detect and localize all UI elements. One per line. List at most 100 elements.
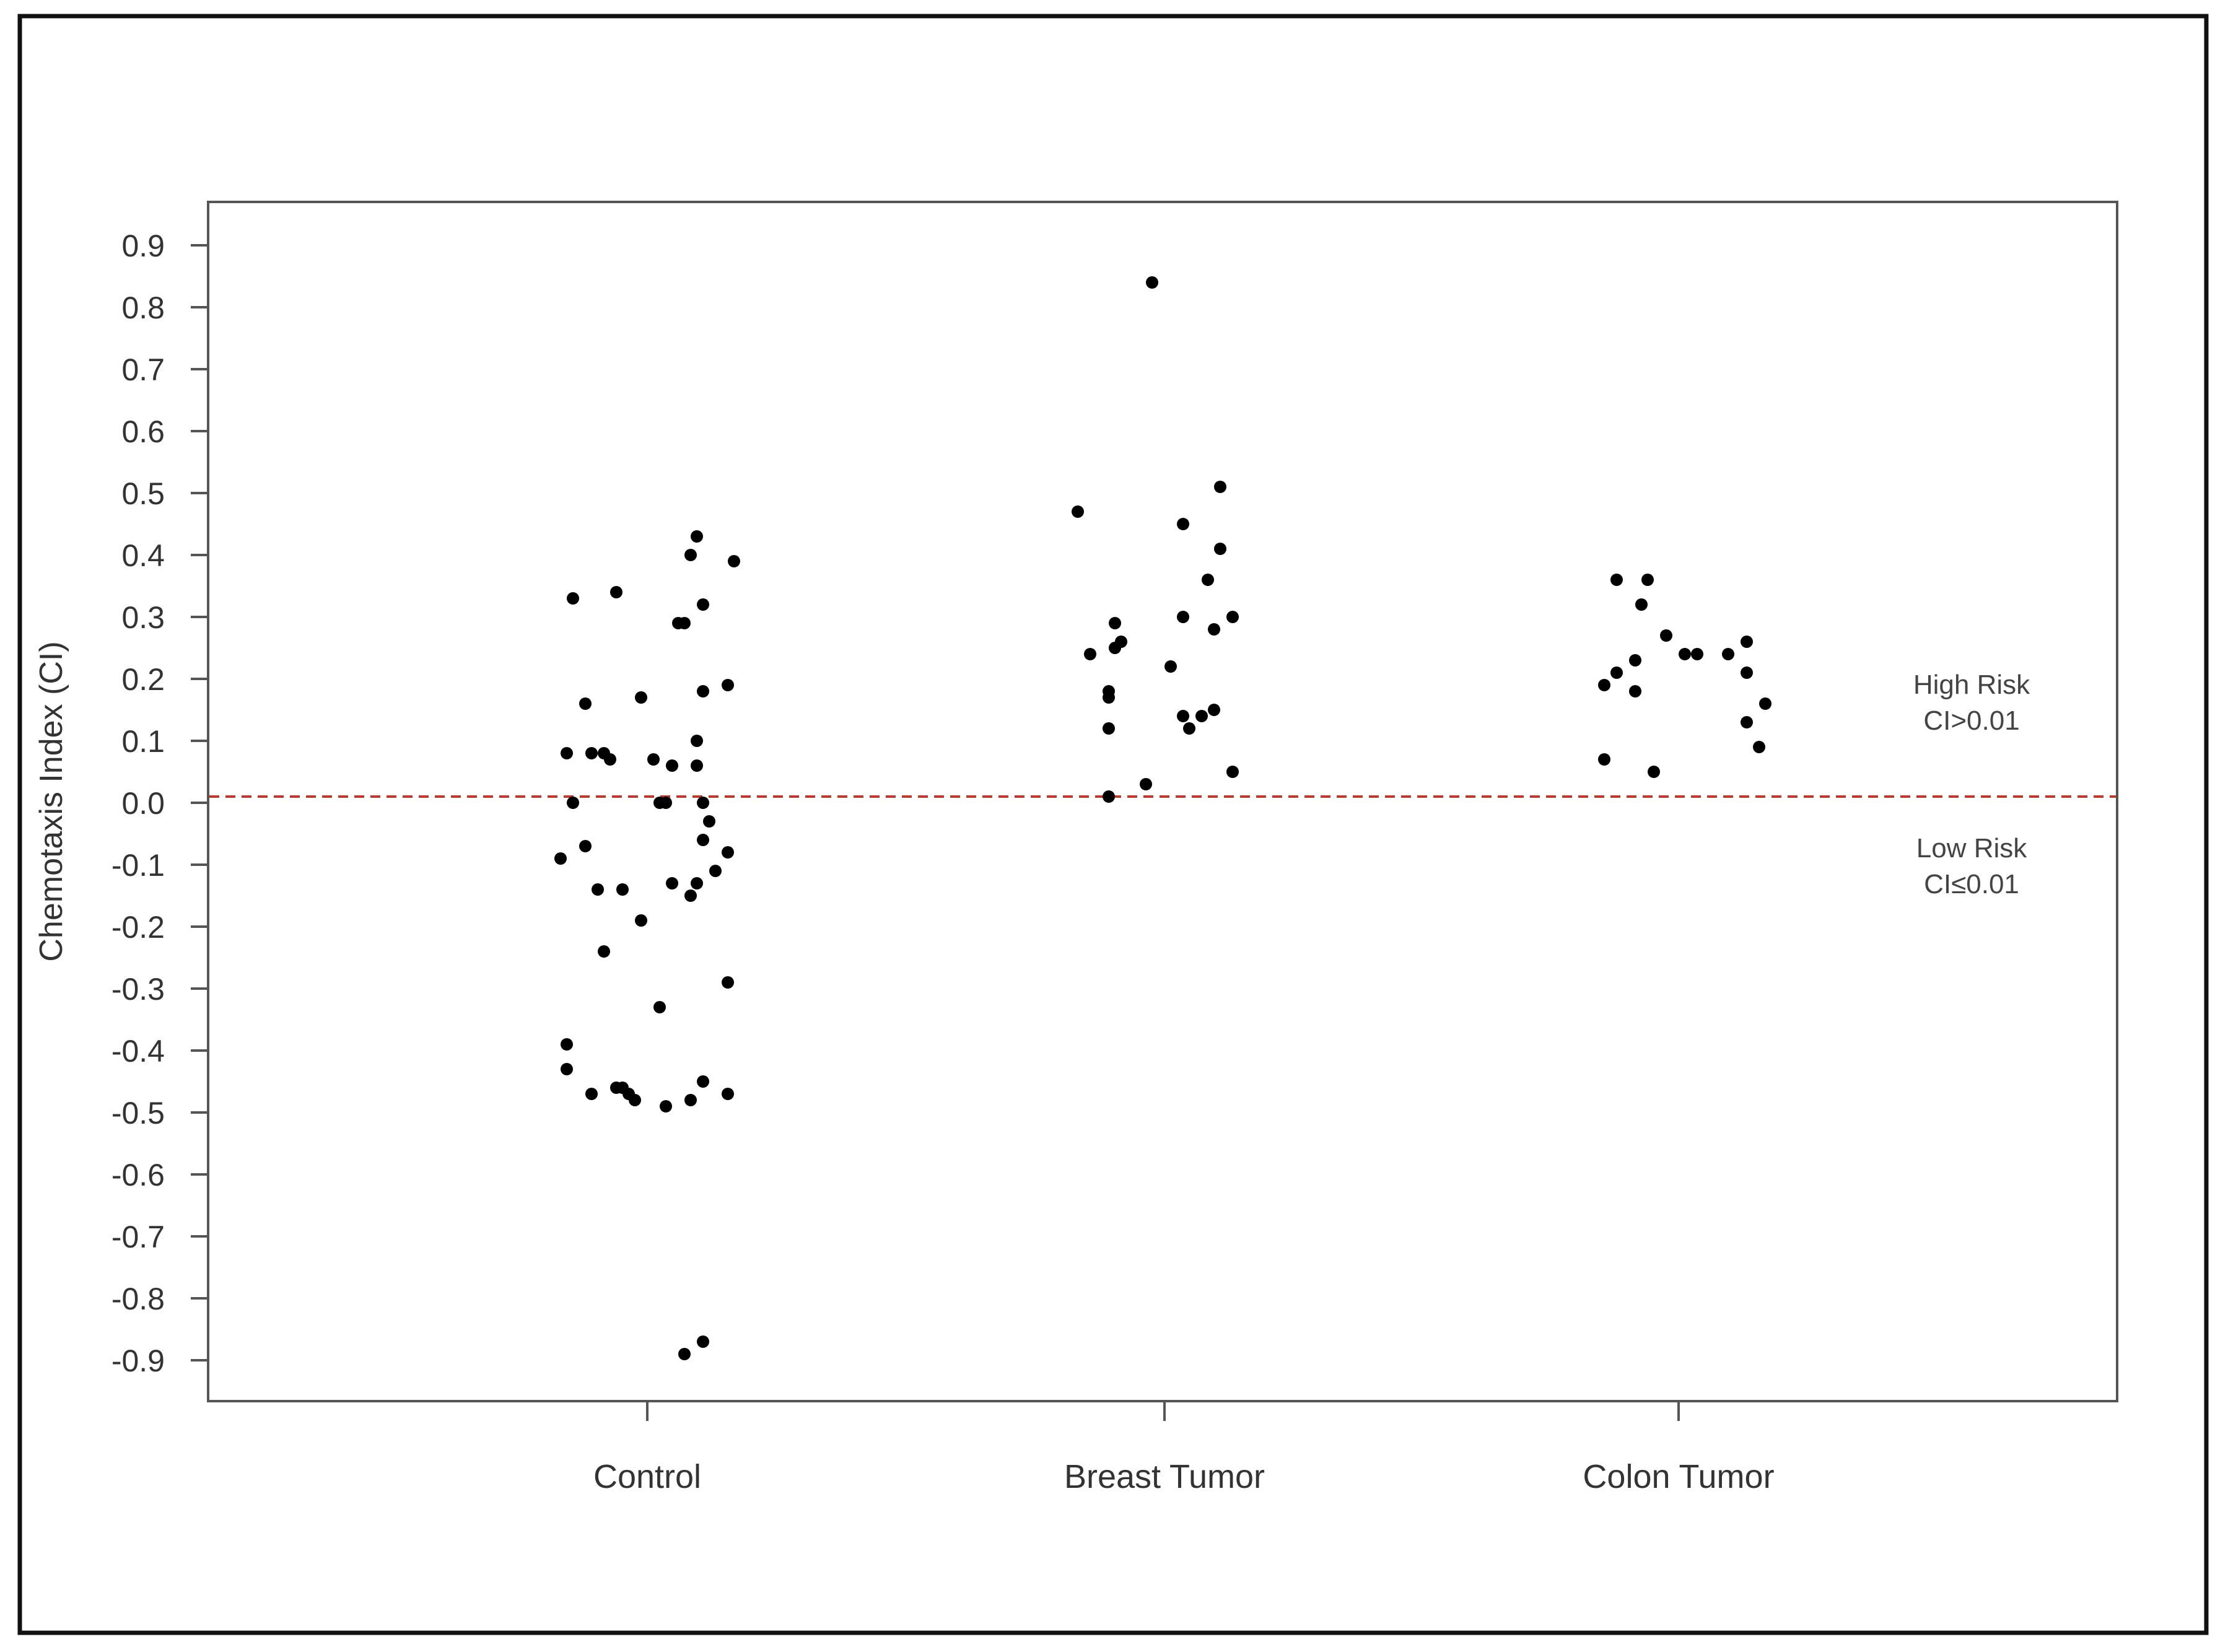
data-point — [660, 1100, 672, 1112]
y-tick-label: 0.9 — [121, 229, 165, 263]
data-point — [1214, 481, 1226, 493]
data-point — [1660, 629, 1672, 642]
data-point — [728, 555, 740, 567]
data-point — [561, 1038, 573, 1051]
data-point — [691, 530, 703, 543]
data-point — [1214, 543, 1226, 555]
data-point — [1679, 648, 1691, 660]
data-point — [561, 1063, 573, 1075]
data-point — [1177, 611, 1189, 623]
data-point — [554, 852, 567, 865]
data-point — [1635, 598, 1648, 611]
data-point — [703, 815, 715, 828]
data-point — [1641, 574, 1654, 586]
data-point — [722, 976, 734, 989]
data-point — [1202, 574, 1214, 586]
data-point — [691, 877, 703, 889]
data-point — [1691, 648, 1703, 660]
data-point — [697, 598, 709, 611]
x-tick-label: Colon Tumor — [1583, 1458, 1774, 1495]
data-point — [579, 697, 592, 710]
data-point — [678, 617, 691, 629]
data-point — [1648, 766, 1660, 778]
data-point — [635, 914, 647, 927]
data-point — [1109, 617, 1121, 629]
x-tick-label: Breast Tumor — [1064, 1458, 1265, 1495]
data-point — [585, 1088, 598, 1100]
data-point — [647, 753, 660, 766]
data-point — [660, 797, 672, 809]
y-tick-label: 0.3 — [121, 600, 165, 635]
data-point — [1753, 741, 1765, 753]
data-point — [1610, 666, 1623, 679]
high-risk-threshold-label: CI>0.01 — [1923, 706, 2019, 736]
data-point — [579, 840, 592, 852]
data-point — [1629, 685, 1641, 697]
data-point — [1208, 704, 1220, 716]
data-point — [629, 1094, 641, 1106]
data-point — [684, 549, 697, 561]
data-point — [678, 1348, 691, 1360]
y-tick-label: 0.6 — [121, 414, 165, 449]
data-point — [1741, 716, 1753, 728]
y-tick-label: 0.5 — [121, 476, 165, 511]
data-point — [1629, 654, 1641, 666]
data-point — [722, 846, 734, 859]
data-point — [592, 883, 604, 896]
data-point — [1183, 722, 1195, 735]
data-point — [709, 865, 722, 877]
y-tick-label: -0.9 — [111, 1344, 165, 1378]
data-point — [697, 685, 709, 697]
data-point — [635, 691, 647, 704]
data-point — [691, 735, 703, 747]
data-point — [1103, 722, 1115, 735]
data-point — [1722, 648, 1734, 660]
data-point — [697, 797, 709, 809]
outer-frame — [17, 14, 2209, 1635]
data-point — [1164, 660, 1177, 673]
y-tick-label: 0.0 — [121, 786, 165, 821]
data-point — [616, 883, 629, 896]
y-tick-label: -0.4 — [111, 1034, 165, 1069]
x-tick-label: Control — [593, 1458, 701, 1495]
data-point — [697, 1075, 709, 1088]
data-point — [691, 759, 703, 772]
data-point — [722, 1088, 734, 1100]
data-point — [585, 747, 598, 759]
data-point — [1598, 753, 1610, 766]
data-point — [1226, 611, 1239, 623]
y-tick-label: 0.1 — [121, 724, 165, 759]
data-point — [561, 747, 573, 759]
data-point — [1741, 666, 1753, 679]
data-point — [1226, 766, 1239, 778]
y-tick-label: 0.7 — [121, 352, 165, 387]
data-point — [1146, 276, 1158, 289]
data-point — [1177, 518, 1189, 530]
low-risk-label: Low Risk — [1916, 833, 2027, 863]
data-point — [1103, 691, 1115, 704]
y-tick-label: 0.4 — [121, 538, 165, 573]
data-point — [1195, 710, 1208, 722]
data-point — [1208, 623, 1220, 636]
data-point — [697, 834, 709, 846]
y-tick-label: -0.2 — [111, 910, 165, 945]
data-point — [1177, 710, 1189, 722]
x-axis: Control Breast Tumor Colon Tumor — [593, 1401, 1775, 1495]
data-point — [684, 1094, 697, 1106]
y-tick-label: -0.6 — [111, 1158, 165, 1192]
y-tick-label: -0.3 — [111, 972, 165, 1007]
data-point — [666, 759, 678, 772]
points-layer — [554, 276, 1771, 1360]
data-point — [1741, 636, 1753, 648]
data-point — [598, 945, 610, 958]
y-tick-label: 0.8 — [121, 291, 165, 325]
high-risk-label: High Risk — [1913, 670, 2030, 700]
data-point — [1072, 505, 1084, 518]
data-point — [666, 877, 678, 889]
data-point — [1598, 679, 1610, 691]
data-point — [1610, 574, 1623, 586]
data-point — [1759, 697, 1771, 710]
data-point — [722, 679, 734, 691]
